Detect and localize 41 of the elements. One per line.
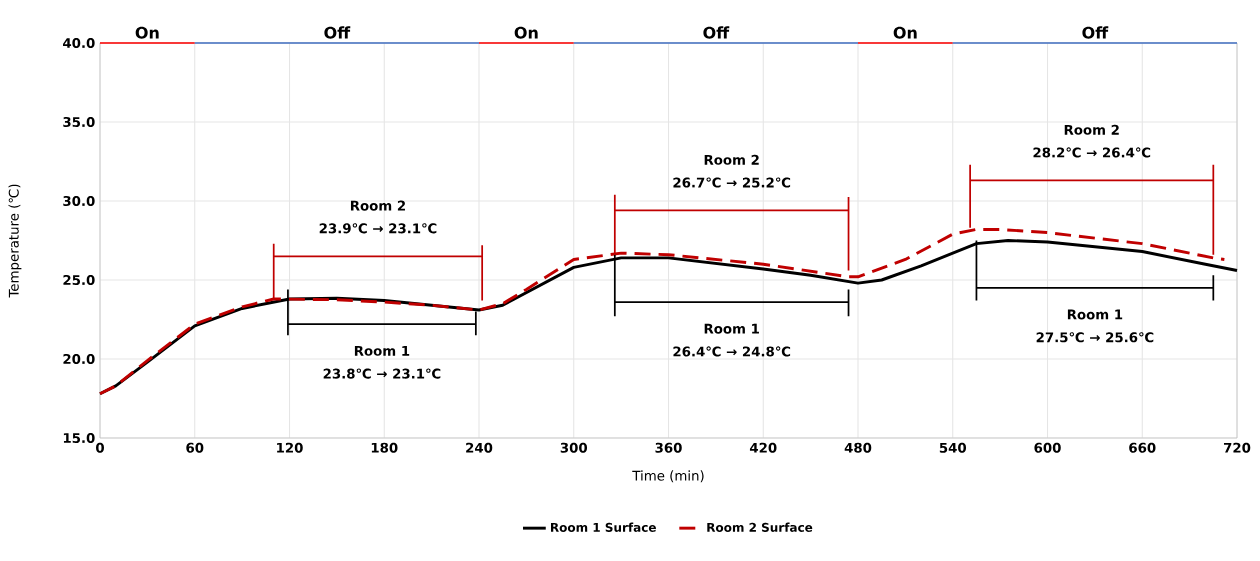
annotation: Room 2 xyxy=(704,154,759,165)
annotation: 23.8℃ → 23.1℃ xyxy=(323,368,441,379)
x-axis-title: Time (min) xyxy=(632,470,704,483)
annotation: Room 2 xyxy=(350,200,405,211)
text: Off xyxy=(1082,26,1109,39)
legend-label: Room 1 Surface xyxy=(551,522,656,532)
x-tick-label: 480 xyxy=(844,442,872,453)
y-tick-label: 15.0 xyxy=(63,432,95,444)
annotation: Room 2 xyxy=(1064,124,1119,135)
y-tick-label: 20.0 xyxy=(63,353,95,365)
annotation: Room 1 xyxy=(704,323,759,334)
text: On xyxy=(135,26,159,39)
x-tick-label: 120 xyxy=(277,442,303,453)
text: Off xyxy=(703,26,730,39)
x-tick-label: 600 xyxy=(1034,442,1061,453)
legend-label: Room 2 Surface xyxy=(707,522,813,532)
x-tick-label: 180 xyxy=(371,442,398,453)
x-tick-label: 360 xyxy=(655,442,682,453)
y-tick-label: 35.0 xyxy=(63,116,95,128)
annotation: 23.9℃ → 23.1℃ xyxy=(319,223,437,234)
annotation: 27.5℃ → 25.6℃ xyxy=(1036,332,1154,343)
x-tick-label: 60 xyxy=(186,442,204,453)
annotation: Room 1 xyxy=(354,345,410,356)
x-tick-label: 240 xyxy=(466,442,493,453)
annotation: 28.2℃ → 26.4℃ xyxy=(1033,147,1151,158)
text: Off xyxy=(324,26,351,39)
annotation: 26.7℃ → 25.2℃ xyxy=(673,177,791,188)
y-axis-title: Temperature (℃) xyxy=(8,184,22,298)
annotation: 26.4℃ → 24.8℃ xyxy=(673,346,791,357)
x-tick-label: 420 xyxy=(749,442,777,453)
text: On xyxy=(514,26,538,39)
annotation: Room 1 xyxy=(1067,309,1123,320)
y-tick-label: 40.0 xyxy=(63,37,95,49)
x-tick-label: 0 xyxy=(96,442,104,453)
x-tick-label: 660 xyxy=(1129,442,1156,453)
x-tick-label: 540 xyxy=(939,442,967,453)
y-tick-label: 25.0 xyxy=(63,274,95,286)
x-tick-label: 720 xyxy=(1223,442,1251,453)
x-tick-label: 300 xyxy=(560,442,588,453)
y-tick-label: 30.0 xyxy=(63,195,95,207)
text: On xyxy=(893,26,917,39)
